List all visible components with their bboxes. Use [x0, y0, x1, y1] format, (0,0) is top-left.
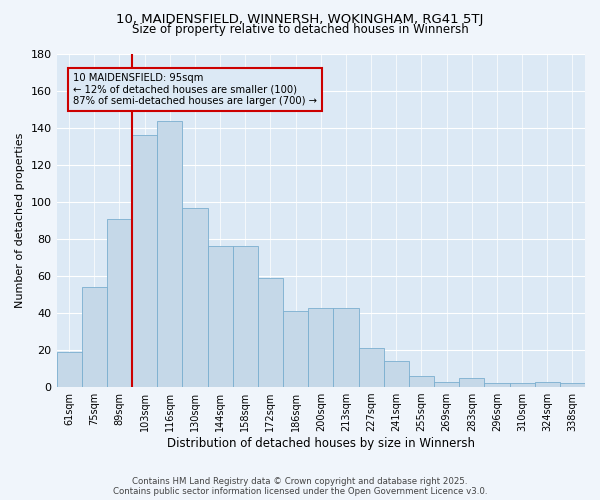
Bar [258, 278, 283, 387]
Bar [107, 218, 132, 387]
Bar [132, 136, 157, 387]
Bar [434, 382, 459, 387]
X-axis label: Distribution of detached houses by size in Winnersh: Distribution of detached houses by size … [167, 437, 475, 450]
Bar [560, 384, 585, 387]
Bar [459, 378, 484, 387]
Text: 10, MAIDENSFIELD, WINNERSH, WOKINGHAM, RG41 5TJ: 10, MAIDENSFIELD, WINNERSH, WOKINGHAM, R… [116, 12, 484, 26]
Bar [82, 287, 107, 387]
Bar [359, 348, 383, 387]
Text: 10 MAIDENSFIELD: 95sqm
← 12% of detached houses are smaller (100)
87% of semi-de: 10 MAIDENSFIELD: 95sqm ← 12% of detached… [73, 72, 317, 106]
Bar [56, 352, 82, 387]
Bar [283, 311, 308, 387]
Text: Size of property relative to detached houses in Winnersh: Size of property relative to detached ho… [131, 22, 469, 36]
Bar [334, 308, 359, 387]
Bar [383, 361, 409, 387]
Bar [157, 120, 182, 387]
Bar [535, 382, 560, 387]
Bar [233, 246, 258, 387]
Bar [484, 384, 509, 387]
Y-axis label: Number of detached properties: Number of detached properties [15, 133, 25, 308]
Bar [182, 208, 208, 387]
Bar [509, 384, 535, 387]
Bar [308, 308, 334, 387]
Bar [208, 246, 233, 387]
Text: Contains HM Land Registry data © Crown copyright and database right 2025.
Contai: Contains HM Land Registry data © Crown c… [113, 476, 487, 496]
Bar [409, 376, 434, 387]
